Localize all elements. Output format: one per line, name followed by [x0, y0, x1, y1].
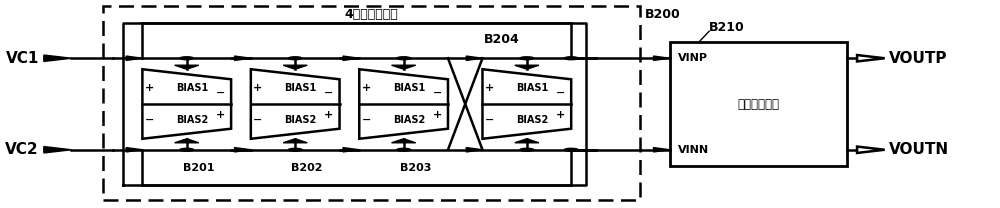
Text: BIAS2: BIAS2 — [393, 115, 425, 125]
Polygon shape — [343, 56, 359, 60]
Circle shape — [288, 57, 302, 60]
Polygon shape — [175, 65, 199, 69]
Text: −: − — [556, 88, 565, 98]
Polygon shape — [44, 55, 71, 61]
Text: VINN: VINN — [678, 145, 709, 155]
Text: VOUTP: VOUTP — [889, 51, 947, 66]
Text: B200: B200 — [645, 8, 681, 21]
Polygon shape — [857, 147, 885, 153]
Polygon shape — [44, 147, 71, 153]
Text: B204: B204 — [484, 33, 520, 46]
Text: BIAS1: BIAS1 — [284, 83, 317, 93]
Text: −: − — [145, 115, 154, 125]
Text: −: − — [433, 88, 442, 98]
Polygon shape — [126, 56, 142, 60]
Polygon shape — [857, 55, 885, 61]
Circle shape — [397, 57, 411, 60]
Text: B202: B202 — [291, 163, 323, 173]
Text: VINP: VINP — [678, 53, 708, 63]
Polygon shape — [142, 69, 231, 139]
Polygon shape — [515, 65, 539, 69]
Text: BIAS1: BIAS1 — [516, 83, 548, 93]
Polygon shape — [392, 139, 416, 143]
Circle shape — [397, 148, 411, 151]
Text: VOUTN: VOUTN — [889, 142, 949, 157]
Polygon shape — [126, 148, 142, 152]
Text: +: + — [145, 83, 154, 93]
Text: BIAS1: BIAS1 — [176, 83, 208, 93]
Polygon shape — [283, 139, 307, 143]
Polygon shape — [343, 148, 359, 152]
Text: −: − — [362, 115, 371, 125]
Polygon shape — [466, 56, 482, 60]
Text: BIAS1: BIAS1 — [393, 83, 425, 93]
Bar — [103, 6, 640, 200]
Bar — [670, 42, 847, 166]
Polygon shape — [482, 69, 571, 139]
Text: VC2: VC2 — [5, 142, 39, 157]
Text: B210: B210 — [709, 21, 745, 33]
Circle shape — [564, 148, 578, 151]
Polygon shape — [515, 139, 539, 143]
Text: BIAS2: BIAS2 — [284, 115, 317, 125]
Polygon shape — [283, 65, 307, 69]
Polygon shape — [654, 148, 670, 152]
Polygon shape — [235, 148, 251, 152]
Text: −: − — [216, 88, 225, 98]
Polygon shape — [251, 69, 340, 139]
Text: B203: B203 — [400, 163, 431, 173]
Polygon shape — [235, 56, 251, 60]
Text: +: + — [362, 83, 371, 93]
Text: +: + — [433, 110, 442, 120]
Text: 4级环形振荡器: 4级环形振荡器 — [345, 8, 398, 21]
Text: +: + — [485, 83, 494, 93]
Text: −: − — [485, 115, 494, 125]
Text: +: + — [253, 83, 263, 93]
Circle shape — [520, 57, 534, 60]
Circle shape — [520, 148, 534, 151]
Text: B201: B201 — [183, 163, 214, 173]
Polygon shape — [392, 65, 416, 69]
Text: +: + — [324, 110, 334, 120]
Text: −: − — [324, 88, 334, 98]
Circle shape — [288, 148, 302, 151]
Text: BIAS2: BIAS2 — [176, 115, 208, 125]
Polygon shape — [654, 56, 670, 60]
Text: −: − — [253, 115, 263, 125]
Polygon shape — [175, 139, 199, 143]
Polygon shape — [466, 148, 482, 152]
Text: +: + — [216, 110, 225, 120]
Circle shape — [180, 148, 194, 151]
Circle shape — [564, 57, 578, 60]
Circle shape — [180, 57, 194, 60]
Text: BIAS2: BIAS2 — [516, 115, 548, 125]
Text: +: + — [556, 110, 565, 120]
Polygon shape — [359, 69, 448, 139]
Text: 放大整形电路: 放大整形电路 — [737, 98, 779, 110]
Text: VC1: VC1 — [6, 51, 39, 66]
